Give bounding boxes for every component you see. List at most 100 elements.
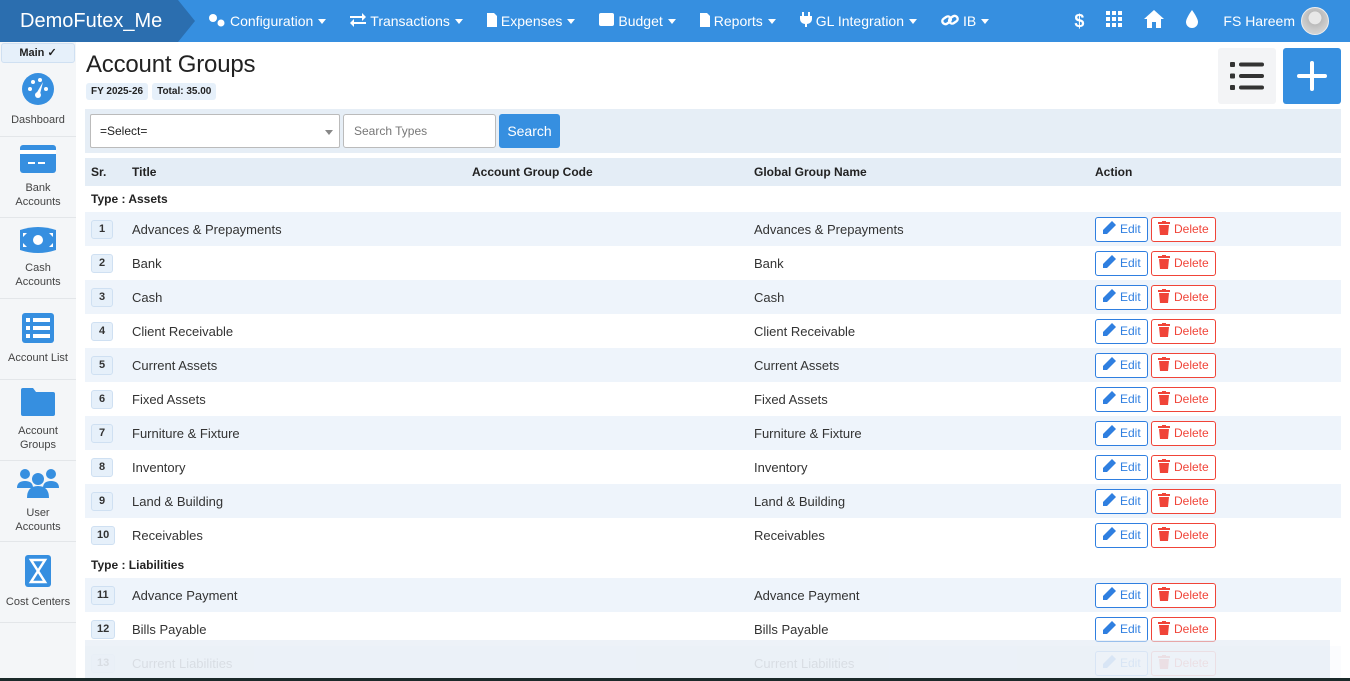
edit-button[interactable]: Edit	[1095, 318, 1148, 344]
dollar-icon[interactable]: $	[1074, 10, 1085, 31]
group-title: Furniture & Fixture	[132, 425, 240, 441]
sidebar-item-label: Dashboard	[11, 113, 65, 126]
nav-configuration[interactable]: Configuration	[208, 13, 327, 30]
sidebar-item-label: Bank Accounts	[15, 182, 61, 208]
table-row: 7 Furniture & Fixture Furniture & Fixtur…	[85, 416, 1341, 450]
top-navbar: DemoFutex_Me Configuration Transactions Ex…	[0, 0, 1350, 42]
trash-icon	[1158, 220, 1174, 238]
sr-number: 2	[91, 253, 113, 273]
delete-button[interactable]: Delete	[1151, 420, 1216, 446]
global-group-name: Advances & Prepayments	[754, 221, 904, 237]
edit-button[interactable]: Edit	[1095, 582, 1148, 608]
nav-label: Budget	[618, 13, 663, 29]
plus-icon	[1297, 61, 1327, 91]
pencil-icon	[1102, 356, 1120, 374]
search-input[interactable]	[343, 114, 496, 148]
delete-label: Delete	[1174, 392, 1209, 406]
nav-label: IB	[963, 13, 977, 29]
group-title: Advances & Prepayments	[132, 221, 282, 237]
group-type-row: Type : Assets	[91, 192, 168, 206]
edit-button[interactable]: Edit	[1095, 216, 1148, 242]
sidebar-item-label: Account Groups	[18, 425, 58, 451]
group-type-row: Type : Liabilities	[91, 558, 185, 572]
trash-icon	[1158, 254, 1174, 272]
delete-button[interactable]: Delete	[1151, 284, 1216, 310]
global-group-name: Bank	[754, 255, 784, 271]
search-button[interactable]: Search	[499, 114, 560, 148]
dashboard-icon	[22, 72, 54, 113]
table-row: 2 Bank Bank Edit Delete	[85, 246, 1341, 280]
edit-button[interactable]: Edit	[1095, 522, 1148, 548]
delete-label: Delete	[1174, 460, 1209, 474]
edit-button[interactable]: Edit	[1095, 352, 1148, 378]
avatar[interactable]	[1301, 7, 1329, 35]
nav-expenses[interactable]: Expenses	[486, 12, 576, 30]
sidebar-item-cost-centers[interactable]: Cost Centers	[0, 542, 76, 623]
delete-button[interactable]: Delete	[1151, 522, 1216, 548]
delete-label: Delete	[1174, 588, 1209, 602]
edit-button[interactable]: Edit	[1095, 454, 1148, 480]
edit-button[interactable]: Edit	[1095, 488, 1148, 514]
sidebar-item-account-list[interactable]: Account List	[0, 299, 76, 380]
nav-gl-integration[interactable]: GL Integration	[799, 12, 918, 30]
trash-icon	[1158, 424, 1174, 442]
trash-icon	[1158, 288, 1174, 306]
edit-button[interactable]: Edit	[1095, 284, 1148, 310]
delete-button[interactable]: Delete	[1151, 352, 1216, 378]
sidebar-item-user-accounts[interactable]: User Accounts	[0, 461, 76, 542]
global-group-name: Cash	[754, 289, 785, 305]
sidebar-item-dashboard[interactable]: Dashboard	[0, 63, 76, 137]
link-icon	[941, 13, 963, 30]
edit-button[interactable]: Edit	[1095, 616, 1148, 642]
home-icon[interactable]	[1144, 9, 1165, 33]
group-title: Fixed Assets	[132, 391, 206, 407]
edit-button[interactable]: Edit	[1095, 250, 1148, 276]
sidebar-item-bank-accounts[interactable]: Bank Accounts	[0, 137, 76, 218]
global-group-name: Receivables	[754, 527, 825, 543]
delete-button[interactable]: Delete	[1151, 616, 1216, 642]
type-select[interactable]: =Select=	[90, 114, 340, 148]
fy-badge: FY 2025-26	[86, 83, 149, 100]
main-tab[interactable]: Main ✓	[1, 43, 75, 63]
list-view-button[interactable]	[1218, 48, 1276, 104]
sidebar-item-cash-accounts[interactable]: Cash Accounts	[0, 218, 76, 299]
caret-down-icon	[667, 18, 676, 24]
nav-reports[interactable]: Reports	[699, 12, 776, 30]
delete-button[interactable]: Delete	[1151, 318, 1216, 344]
delete-button[interactable]: Delete	[1151, 216, 1216, 242]
global-group-name: Inventory	[754, 459, 808, 475]
sr-number: 11	[91, 585, 115, 605]
sr-number: 4	[91, 321, 113, 341]
edit-label: Edit	[1120, 494, 1141, 508]
apps-grid-icon[interactable]	[1106, 10, 1123, 32]
edit-button[interactable]: Edit	[1095, 420, 1148, 446]
group-title: Land & Building	[132, 493, 224, 509]
add-account-group-button[interactable]	[1283, 48, 1341, 104]
delete-button[interactable]: Delete	[1151, 250, 1216, 276]
user-name[interactable]: FS Hareem	[1223, 13, 1295, 29]
nav-budget[interactable]: Budget	[599, 13, 676, 29]
total-badge: Total: 35.00	[152, 83, 217, 100]
caret-down-icon	[767, 18, 776, 24]
edit-button[interactable]: Edit	[1095, 386, 1148, 412]
sr-number: 7	[91, 423, 113, 443]
nav-transactions[interactable]: Transactions	[350, 12, 463, 30]
table-row: 5 Current Assets Current Assets Edit Dele…	[85, 348, 1341, 382]
app-brand[interactable]: DemoFutex_Me	[0, 0, 195, 42]
sidebar-item-account-groups[interactable]: Account Groups	[0, 380, 76, 461]
global-group-name: Land & Building	[754, 493, 846, 509]
header-code: Account Group Code	[472, 165, 593, 179]
list-icon	[1230, 62, 1264, 90]
edit-label: Edit	[1120, 324, 1141, 338]
table-row: 12 Bills Payable Bills Payable Edit Delet…	[85, 612, 1341, 646]
delete-button[interactable]: Delete	[1151, 488, 1216, 514]
table-row: 8 Inventory Inventory Edit Delete	[85, 450, 1341, 484]
sidebar-item-label: User Accounts	[15, 507, 61, 533]
droplet-icon[interactable]	[1186, 9, 1199, 33]
sidebar-item-label: Account List	[8, 352, 68, 364]
delete-button[interactable]: Delete	[1151, 454, 1216, 480]
delete-button[interactable]: Delete	[1151, 582, 1216, 608]
nav-ib[interactable]: IB	[941, 13, 990, 30]
delete-button[interactable]: Delete	[1151, 386, 1216, 412]
pencil-icon	[1102, 322, 1120, 340]
